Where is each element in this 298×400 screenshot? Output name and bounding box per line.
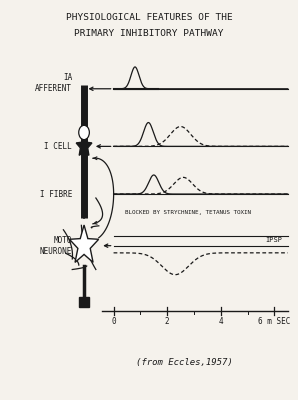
Text: (from Eccles,1957): (from Eccles,1957) bbox=[136, 358, 233, 367]
Text: 0: 0 bbox=[111, 317, 116, 326]
Polygon shape bbox=[76, 135, 92, 155]
Text: I FIBRE: I FIBRE bbox=[40, 190, 72, 198]
Text: 2: 2 bbox=[165, 317, 170, 326]
Text: IA
AFFERENT: IA AFFERENT bbox=[35, 73, 72, 93]
Text: 4: 4 bbox=[218, 317, 223, 326]
Text: I CELL: I CELL bbox=[44, 142, 72, 151]
Text: 6 m SEC: 6 m SEC bbox=[258, 317, 291, 326]
Polygon shape bbox=[69, 225, 99, 262]
Circle shape bbox=[79, 125, 89, 140]
Text: PHYSIOLOGICAL FEATURES OF THE: PHYSIOLOGICAL FEATURES OF THE bbox=[66, 13, 232, 22]
Text: MOTO
NEURONE: MOTO NEURONE bbox=[40, 236, 72, 256]
Text: PRIMARY INHIBITORY PATHWAY: PRIMARY INHIBITORY PATHWAY bbox=[74, 29, 224, 38]
Text: BLOCKED BY STRYCHNINE, TETANUS TOXIN: BLOCKED BY STRYCHNINE, TETANUS TOXIN bbox=[125, 210, 252, 215]
Bar bbox=[79, 297, 89, 307]
Text: IPSP: IPSP bbox=[265, 237, 282, 243]
